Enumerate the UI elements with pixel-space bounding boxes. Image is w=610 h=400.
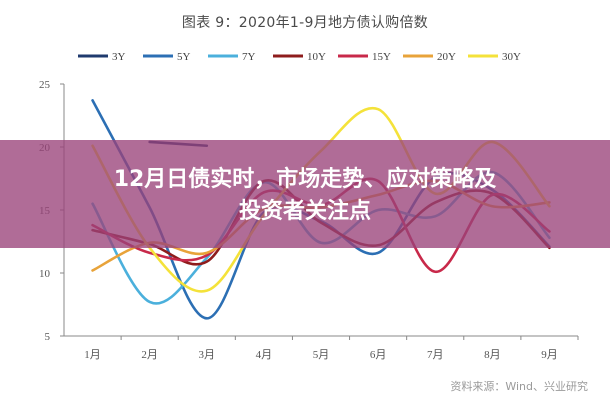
- x-tick-label: 4月: [256, 349, 273, 361]
- headline-text: 12月日债实时，市场走势、应对策略及 投资者关注点: [0, 164, 610, 228]
- headline-banner: [0, 140, 610, 248]
- x-tick-label: 9月: [541, 349, 558, 361]
- legend-label-5y: 5Y: [177, 51, 191, 63]
- legend-label-20y: 20Y: [437, 51, 456, 63]
- x-tick-label: 3月: [199, 349, 216, 361]
- legend-label-15y: 15Y: [372, 51, 391, 63]
- x-tick-label: 7月: [427, 349, 444, 361]
- legend-label-10y: 10Y: [307, 51, 326, 63]
- headline-line-1: 12月日债实时，市场走势、应对策略及: [113, 167, 497, 192]
- legend-label-30y: 30Y: [502, 51, 521, 63]
- legend-label-7y: 7Y: [242, 51, 256, 63]
- y-tick-label: 10: [39, 268, 51, 280]
- source-note: 资料来源：Wind、兴业研究: [450, 380, 588, 393]
- headline-line-2: 投资者关注点: [238, 199, 371, 224]
- x-tick-label: 1月: [84, 349, 101, 361]
- x-tick-label: 6月: [370, 349, 387, 361]
- x-tick-label: 8月: [484, 349, 501, 361]
- x-tick-label: 5月: [313, 349, 330, 361]
- x-tick-label: 2月: [141, 349, 158, 361]
- legend-label-3y: 3Y: [112, 51, 126, 63]
- y-tick-label: 25: [39, 79, 51, 91]
- chart-title: 图表 9：2020年1-9月地方债认购倍数: [181, 15, 429, 31]
- y-tick-label: 5: [45, 331, 51, 343]
